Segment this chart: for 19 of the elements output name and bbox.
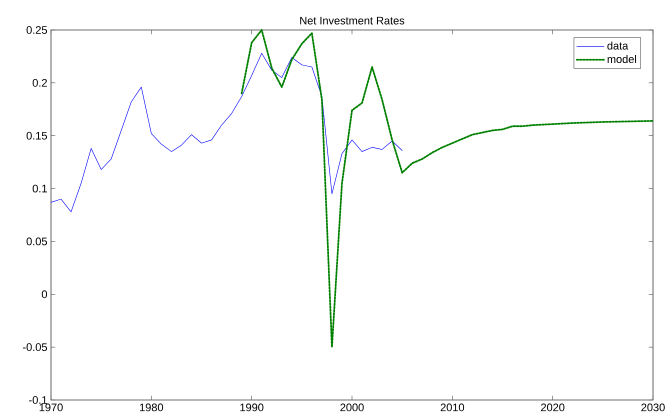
line-series	[240, 29, 654, 348]
y-tick-label: 0	[42, 290, 48, 298]
y-tick-label: 0.05	[26, 238, 48, 246]
y-tick-label: 0.2	[32, 78, 47, 87]
y-tick-label: 0.25	[26, 26, 48, 34]
chart-title: Net Investment Rates	[300, 16, 404, 24]
x-tick-label: 2000	[340, 404, 364, 412]
y-tick-label: 0.15	[26, 132, 48, 140]
x-tick-label: 2020	[541, 404, 564, 412]
x-tick-label: 2030	[641, 404, 665, 412]
x-tick-label: 1980	[140, 404, 164, 412]
y-tick-label: -0.05	[22, 343, 48, 352]
x-tick-label: 1970	[40, 404, 63, 412]
y-tick-label: -0.1	[29, 396, 47, 404]
y-tick-label: 0.1	[32, 184, 47, 192]
x-tick-label: 2010	[440, 404, 464, 412]
legend-label: data	[607, 42, 628, 50]
x-tick-label: 1990	[240, 404, 264, 412]
legend-label: model	[608, 55, 636, 64]
